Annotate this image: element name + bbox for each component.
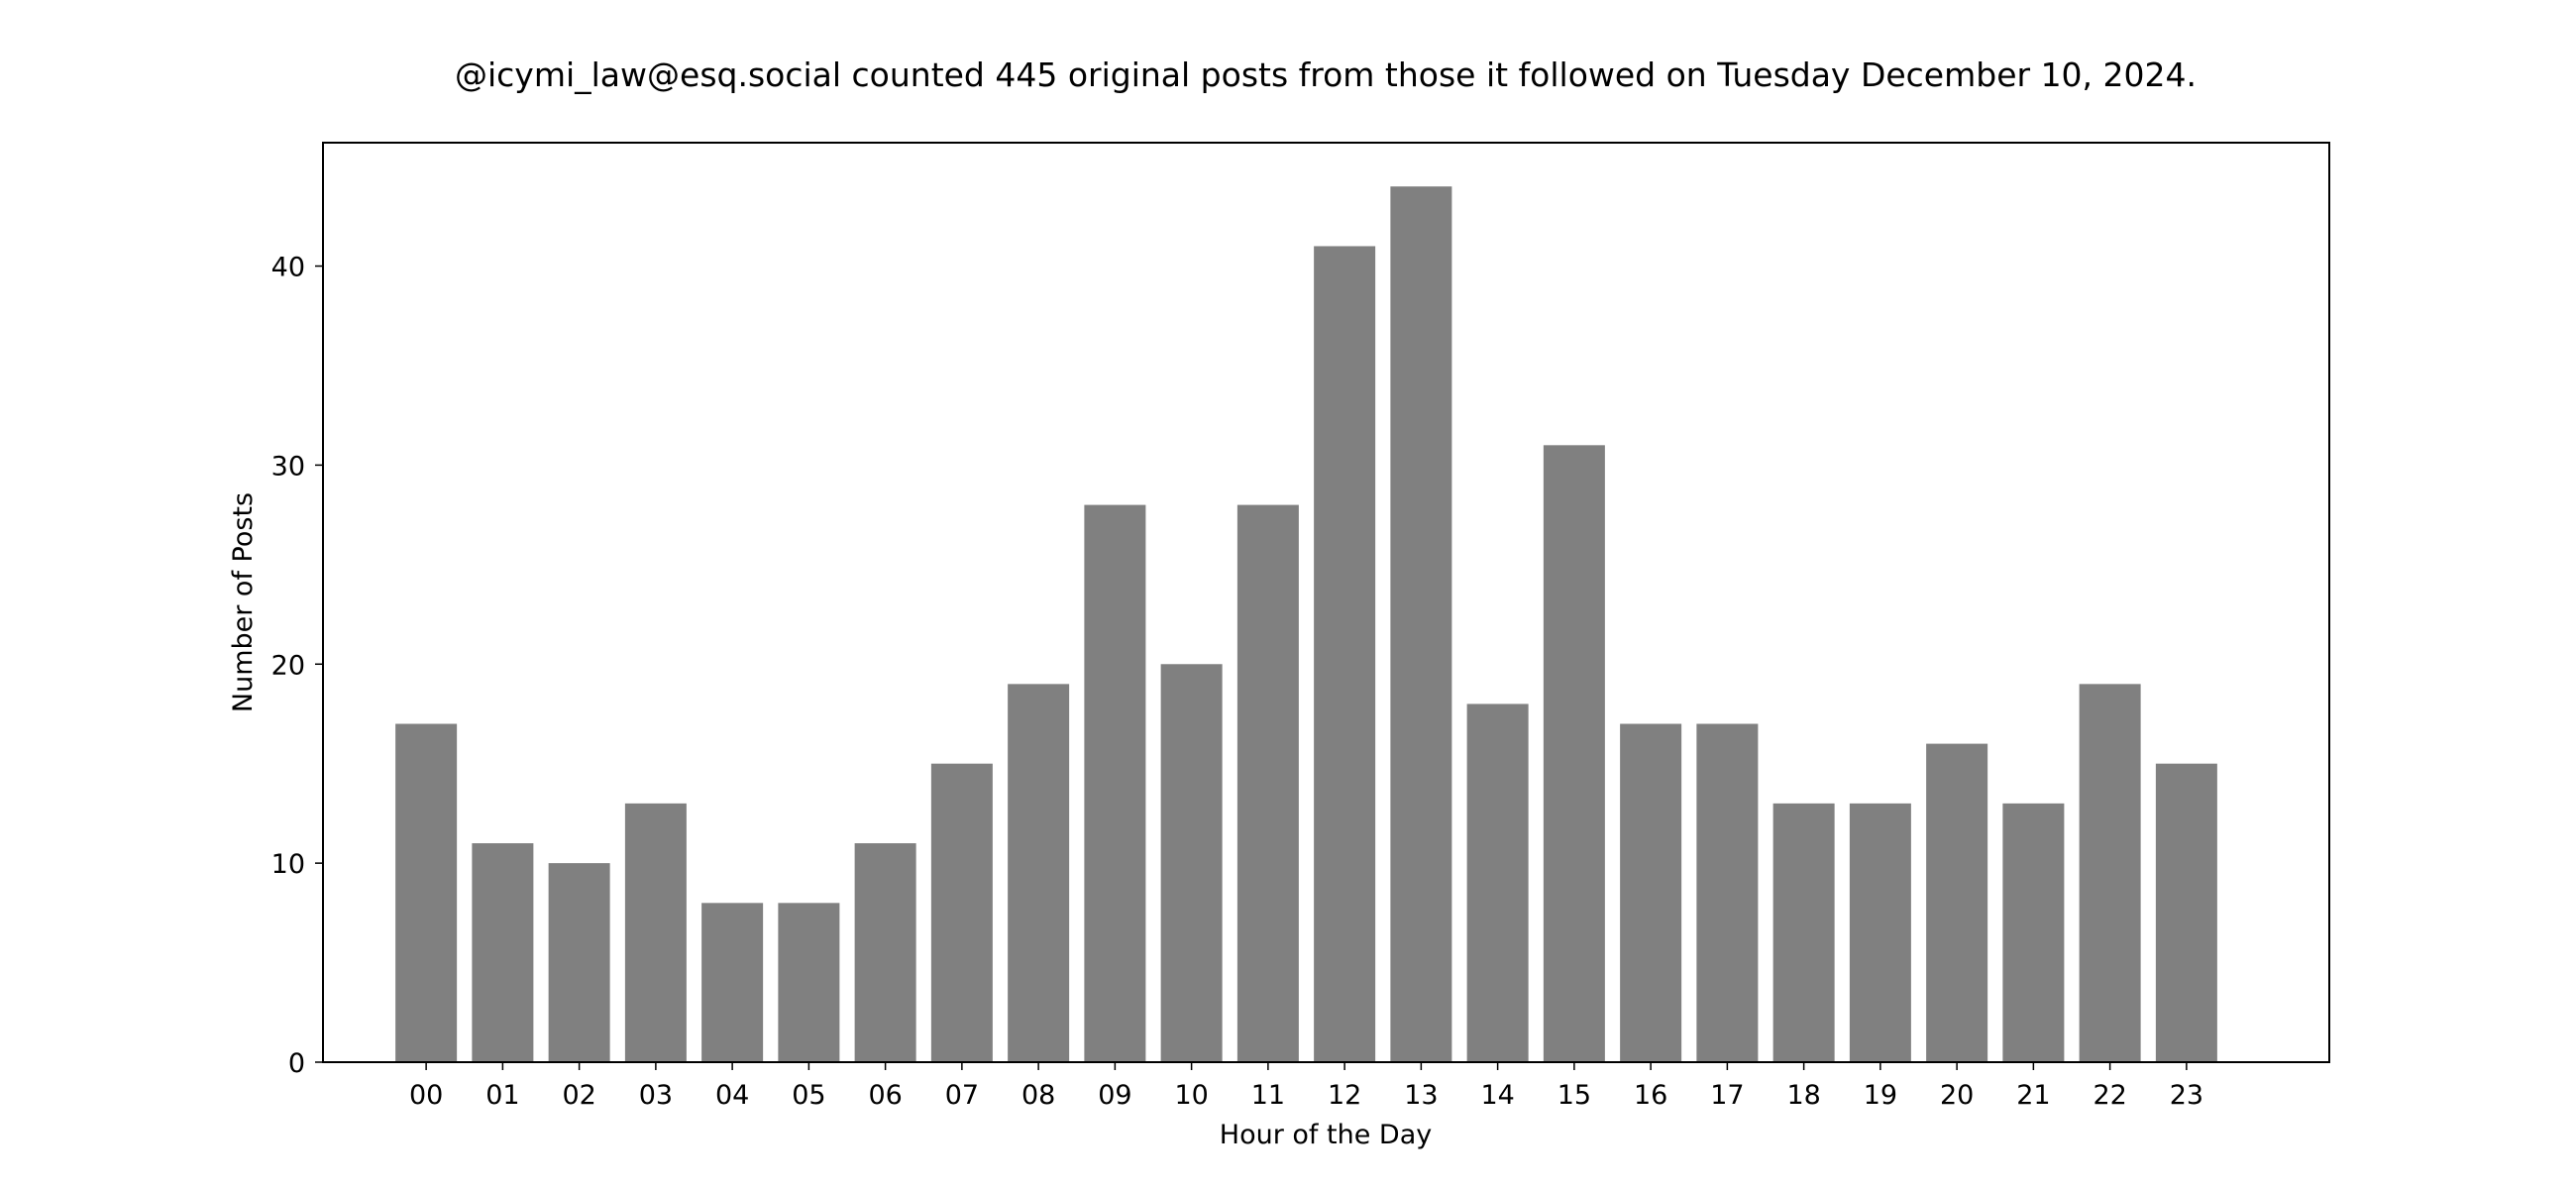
- y-axis-ticks: 0 10 20 30 40: [271, 253, 323, 1079]
- bar-08: [1008, 684, 1070, 1062]
- x-tick-label: 11: [1251, 1080, 1285, 1111]
- bar-05: [778, 903, 840, 1062]
- x-tick-label: 20: [1940, 1080, 1974, 1111]
- x-axis-ticks: 00 01 02 03 04 05 06 07 08 09 10 11 12 13 14 15 16 17 18 19…: [409, 1062, 2203, 1111]
- x-tick-label: 17: [1710, 1080, 1744, 1111]
- bar-13: [1390, 186, 1452, 1062]
- bar-18: [1772, 803, 1835, 1062]
- x-tick-label: 08: [1021, 1080, 1055, 1111]
- bar-11: [1236, 504, 1299, 1063]
- plot-frame: [322, 142, 2330, 1063]
- bar-19: [1849, 803, 1911, 1062]
- bars-group: [395, 186, 2217, 1063]
- x-tick-label: 19: [1864, 1080, 1897, 1111]
- x-tick-label: 15: [1557, 1080, 1591, 1111]
- bar-02: [548, 863, 610, 1062]
- bar-22: [2079, 684, 2141, 1062]
- x-tick-label: 22: [2093, 1080, 2126, 1111]
- x-tick-label: 04: [715, 1080, 749, 1111]
- y-tick-label: 40: [271, 253, 305, 283]
- bar-01: [472, 843, 534, 1062]
- bar-23: [2155, 763, 2217, 1062]
- x-tick-label: 21: [2016, 1080, 2050, 1111]
- x-tick-label: 12: [1328, 1080, 1361, 1111]
- y-tick-label: 0: [288, 1048, 305, 1079]
- bar-07: [930, 763, 993, 1062]
- bar-12: [1314, 246, 1376, 1062]
- x-tick-label: 13: [1404, 1080, 1438, 1111]
- bar-21: [2002, 803, 2065, 1062]
- y-tick-label: 20: [271, 650, 305, 681]
- x-tick-label: 00: [409, 1080, 443, 1111]
- bar-10: [1160, 664, 1223, 1062]
- x-tick-label: 05: [792, 1080, 825, 1111]
- x-tick-label: 01: [485, 1080, 519, 1111]
- bar-20: [1926, 743, 1988, 1062]
- x-axis-label: Hour of the Day: [1220, 1120, 1432, 1150]
- x-tick-label: 18: [1786, 1080, 1820, 1111]
- y-axis-label: Number of Posts: [228, 492, 259, 712]
- y-tick-label: 30: [271, 451, 305, 482]
- bar-09: [1084, 504, 1146, 1063]
- x-tick-label: 09: [1098, 1080, 1131, 1111]
- bar-06: [854, 843, 916, 1062]
- x-tick-label: 06: [868, 1080, 902, 1111]
- bar-00: [395, 723, 458, 1062]
- bar-16: [1620, 723, 1682, 1062]
- chart-title: @icymi_law@esq.social counted 445 origin…: [455, 55, 2197, 94]
- bar-15: [1543, 445, 1605, 1062]
- bar-04: [701, 903, 764, 1062]
- bar-17: [1696, 723, 1759, 1062]
- x-tick-label: 23: [2170, 1080, 2203, 1111]
- x-tick-label: 03: [639, 1080, 673, 1111]
- x-tick-label: 10: [1174, 1080, 1208, 1111]
- y-tick-label: 10: [271, 849, 305, 880]
- bar-03: [624, 803, 687, 1062]
- x-tick-label: 16: [1634, 1080, 1667, 1111]
- x-tick-label: 07: [945, 1080, 979, 1111]
- x-tick-label: 02: [562, 1080, 595, 1111]
- bar-14: [1466, 703, 1529, 1062]
- x-tick-label: 14: [1480, 1080, 1514, 1111]
